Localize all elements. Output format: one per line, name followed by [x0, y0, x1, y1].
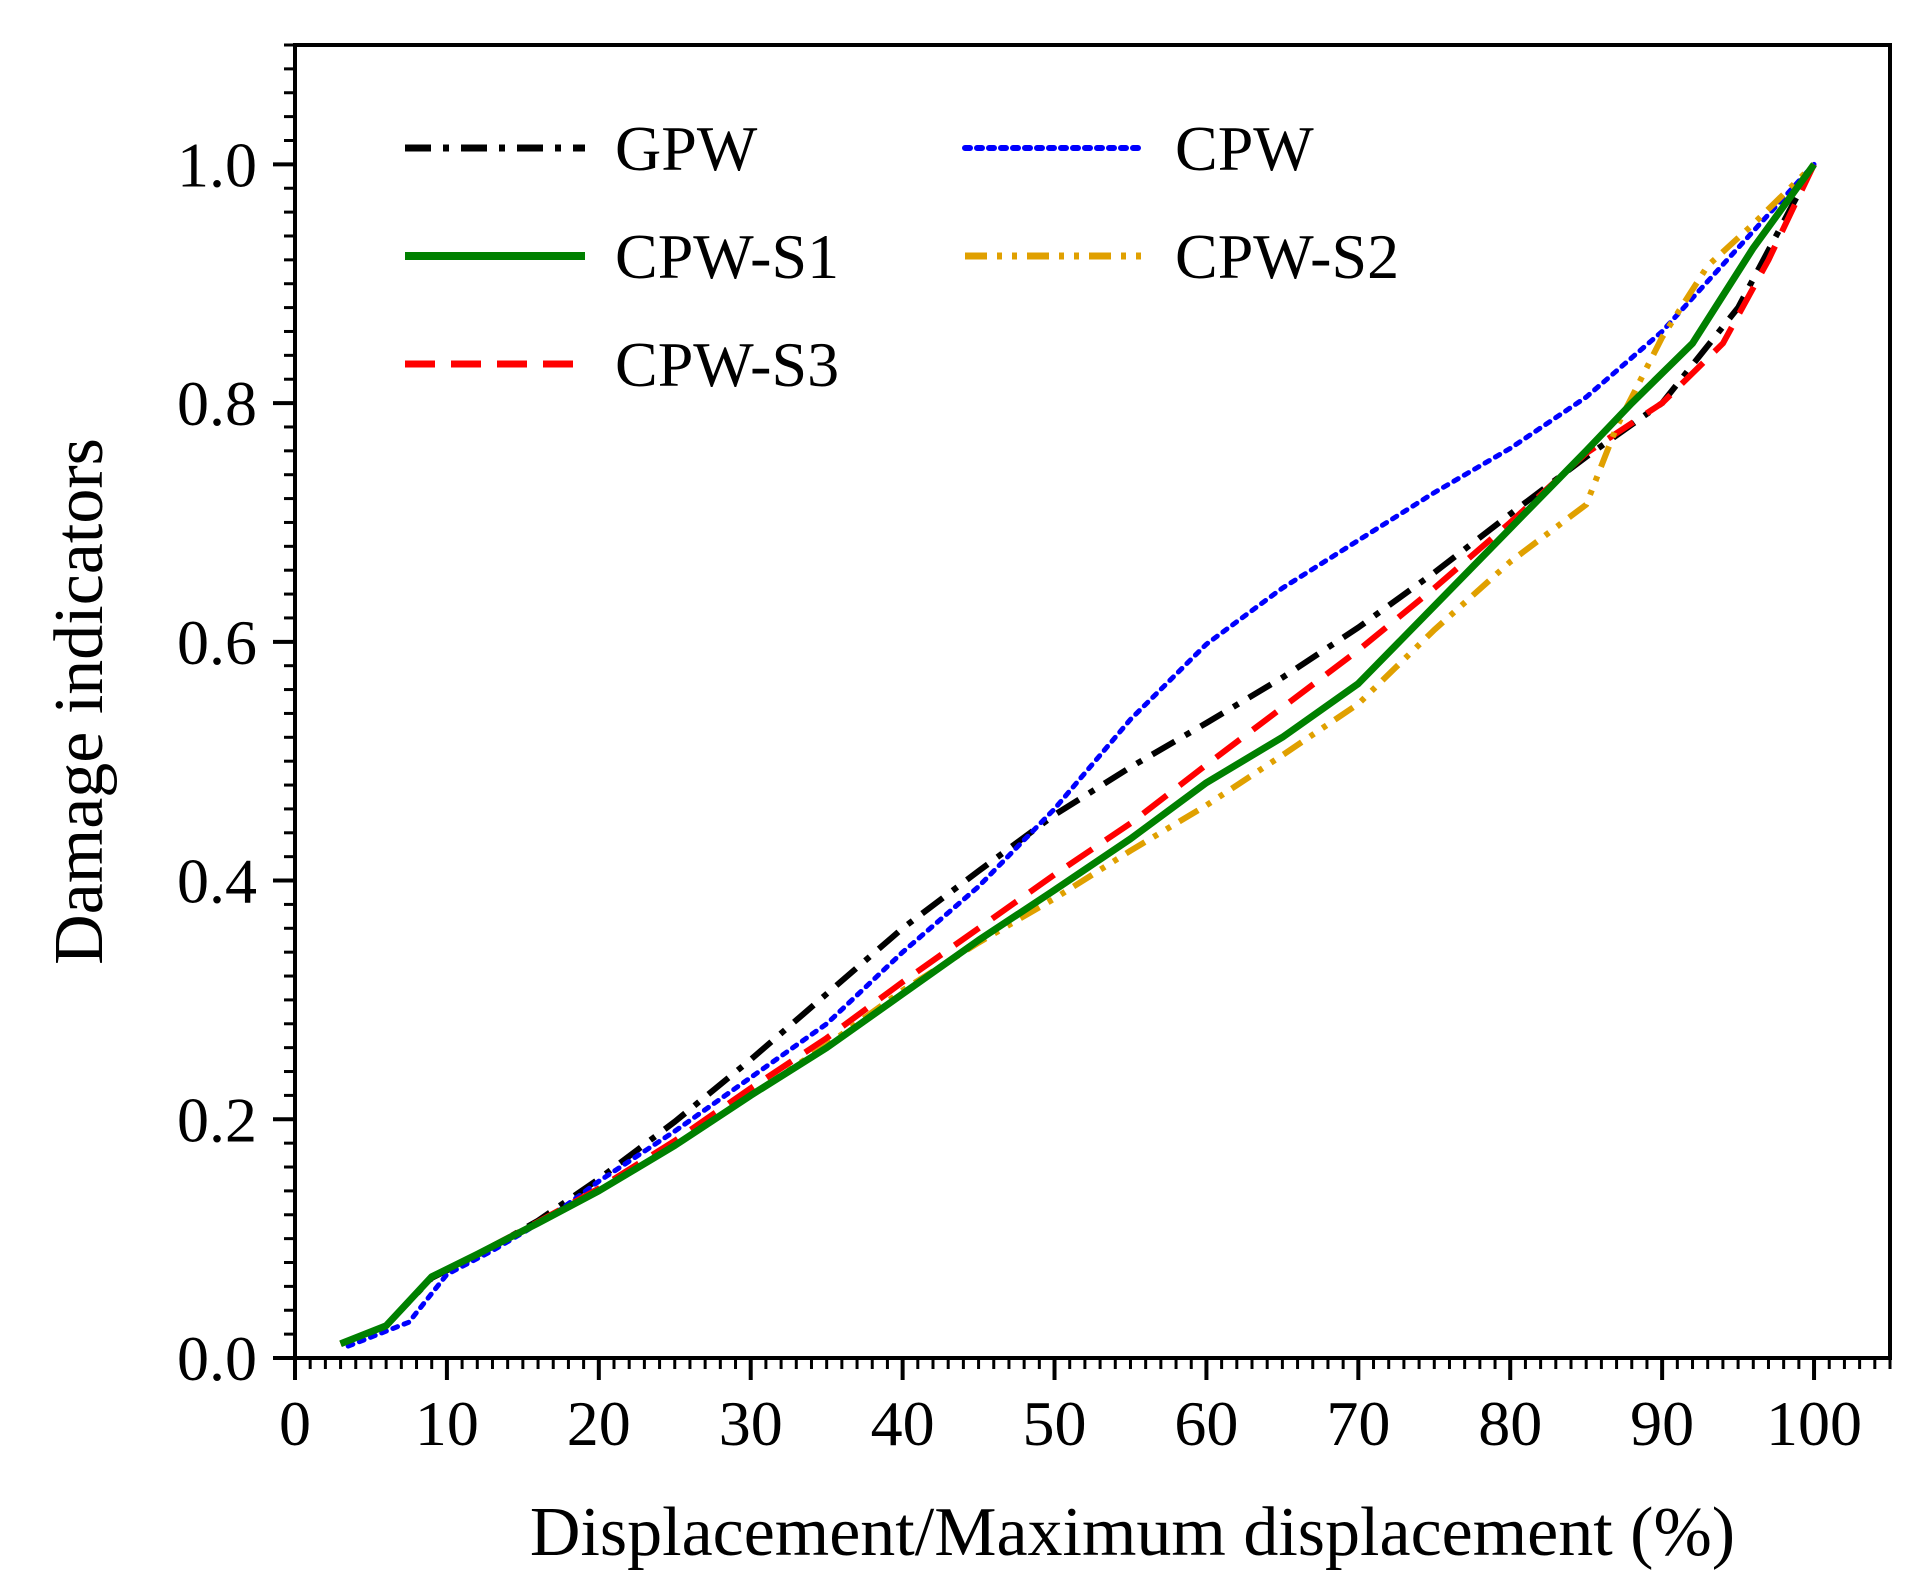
x-tick-label: 50: [1023, 1388, 1087, 1459]
x-axis-title: Displacement/Maximum displacement (%): [530, 1494, 1735, 1571]
x-tick-label: 80: [1478, 1388, 1542, 1459]
legend: GPW CPW-S1 CPW-S3 CPW CPW-S2: [405, 113, 1399, 400]
series-layer: [339, 161, 1817, 1349]
y-tick-label: 0.8: [177, 368, 257, 439]
x-tick-label: 40: [871, 1388, 935, 1459]
series-line-cpw-s1: [339, 162, 1817, 1347]
legend-label-cpw-s2: CPW-S2: [1175, 221, 1399, 292]
series-line-cpw-s3: [339, 163, 1817, 1347]
legend-label-cpw-s1: CPW-S1: [615, 221, 839, 292]
series-line-cpw: [345, 161, 1817, 1349]
x-tick-label: 60: [1174, 1388, 1238, 1459]
y-tick-label: 1.0: [177, 129, 257, 200]
legend-label-gpw: GPW: [615, 113, 758, 184]
x-tick-label: 20: [567, 1388, 631, 1459]
legend-label-cpw-s3: CPW-S3: [615, 329, 839, 400]
y-tick-label: 0.6: [177, 607, 257, 678]
y-tick-label: 0.2: [177, 1084, 257, 1155]
x-tick-label: 100: [1766, 1388, 1862, 1459]
legend-label-cpw: CPW: [1175, 113, 1314, 184]
series-line-cpw-s2: [339, 162, 1817, 1347]
y-axis-title: Damage indicators: [41, 438, 118, 965]
x-tick-label: 10: [415, 1388, 479, 1459]
y-tick-label: 0.0: [177, 1323, 257, 1394]
y-tick-label: 0.4: [177, 846, 257, 917]
x-tick-label: 90: [1630, 1388, 1694, 1459]
x-tick-label: 30: [719, 1388, 783, 1459]
x-tick-label: 70: [1326, 1388, 1390, 1459]
series-line-gpw: [339, 162, 1817, 1347]
x-tick-label: 0: [279, 1388, 311, 1459]
plot-frame: [293, 43, 1892, 1360]
